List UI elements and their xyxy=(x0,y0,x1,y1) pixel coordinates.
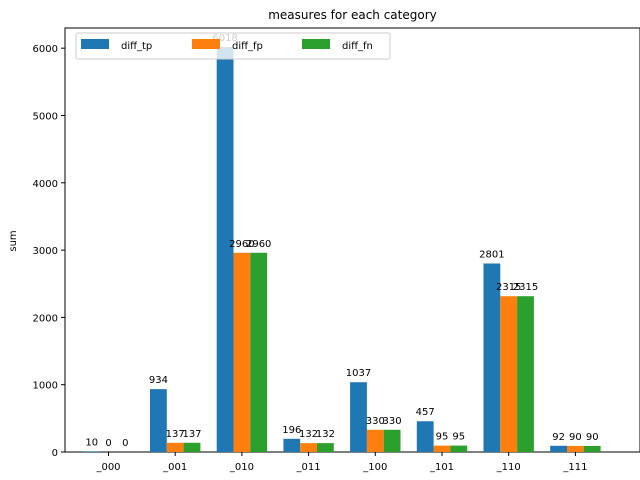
data-label: 132 xyxy=(299,429,318,440)
bar-diff_fn-111 xyxy=(583,445,601,452)
bar-diff_fn-110 xyxy=(517,296,534,452)
data-label: 1037 xyxy=(346,368,371,379)
y-tick-label: 3000 xyxy=(33,246,58,257)
legend-swatch-diff_fn xyxy=(302,39,330,49)
bar-diff_tp-010 xyxy=(216,46,234,453)
legend-label-diff_fp: diff_fp xyxy=(232,41,263,52)
data-label: 137 xyxy=(166,429,185,440)
data-label: 2315 xyxy=(496,282,521,293)
x-tick-label: _010 xyxy=(229,462,254,473)
bar-diff_fn-010 xyxy=(250,252,268,452)
bar-diff_fp-001 xyxy=(166,442,184,452)
x-tick-label: _100 xyxy=(362,462,387,473)
data-label: 934 xyxy=(149,375,168,386)
data-label: 2801 xyxy=(479,249,504,260)
x-tick-label: _110 xyxy=(496,462,521,473)
bar-diff_fn-011 xyxy=(317,443,334,452)
y-tick-label: 1000 xyxy=(33,381,58,392)
data-label: 90 xyxy=(569,432,582,443)
data-label: 2960 xyxy=(229,239,254,250)
x-tick-label: _001 xyxy=(162,462,187,473)
y-tick-label: 0 xyxy=(52,448,58,459)
bar-diff_tp-000 xyxy=(83,451,101,452)
bar-diff_tp-100 xyxy=(350,382,367,452)
data-label: 95 xyxy=(452,432,465,443)
legend-swatch-diff_fp xyxy=(192,39,220,49)
data-label: 0 xyxy=(122,438,128,449)
y-tick-label: 5000 xyxy=(33,111,58,122)
data-label: 95 xyxy=(436,432,449,443)
data-label: 2960 xyxy=(246,239,271,250)
bar-diff_fp-010 xyxy=(233,252,251,452)
data-label: 0 xyxy=(105,438,111,449)
bar-diff_fp-101 xyxy=(433,445,451,452)
x-tick-label: _000 xyxy=(95,462,120,473)
x-tick-label: _011 xyxy=(296,462,321,473)
bar-diff_fn-100 xyxy=(383,429,401,452)
bar-diff_tp-101 xyxy=(416,421,434,452)
data-label: 330 xyxy=(366,416,385,427)
data-label: 137 xyxy=(182,429,201,440)
legend-label-diff_fn: diff_fn xyxy=(342,41,373,52)
data-label: 2315 xyxy=(513,282,538,293)
x-tick-label: _111 xyxy=(562,462,587,473)
y-tick-label: 4000 xyxy=(33,179,58,190)
bar-diff_tp-011 xyxy=(283,438,301,452)
bar-diff_tp-111 xyxy=(550,445,567,452)
data-label: 457 xyxy=(416,407,435,418)
data-label: 92 xyxy=(552,432,565,443)
bar-diff_fn-101 xyxy=(450,445,468,452)
y-tick-label: 6000 xyxy=(33,44,58,55)
bar-diff_fp-011 xyxy=(300,443,317,452)
y-tick-label: 2000 xyxy=(33,313,58,324)
legend-label-diff_tp: diff_tp xyxy=(121,41,152,52)
chart-title: measures for each category xyxy=(268,8,437,22)
data-label: 90 xyxy=(586,432,599,443)
x-tick-label: _101 xyxy=(429,462,454,473)
legend-swatch-diff_tp xyxy=(81,39,109,49)
bar-diff_tp-001 xyxy=(150,389,167,452)
data-label: 132 xyxy=(316,429,335,440)
data-label: 196 xyxy=(282,425,301,436)
bar-diff_fp-110 xyxy=(500,296,518,452)
y-axis-label: sum xyxy=(8,230,19,251)
bar-diff_fn-001 xyxy=(183,442,201,452)
data-label: 10 xyxy=(85,437,98,448)
bar-diff_fp-111 xyxy=(567,445,584,452)
data-label: 330 xyxy=(383,416,402,427)
bar-diff_fp-100 xyxy=(366,429,384,452)
bar-diff_tp-110 xyxy=(483,263,501,452)
legend: diff_tp diff_fp diff_fn xyxy=(75,32,391,60)
